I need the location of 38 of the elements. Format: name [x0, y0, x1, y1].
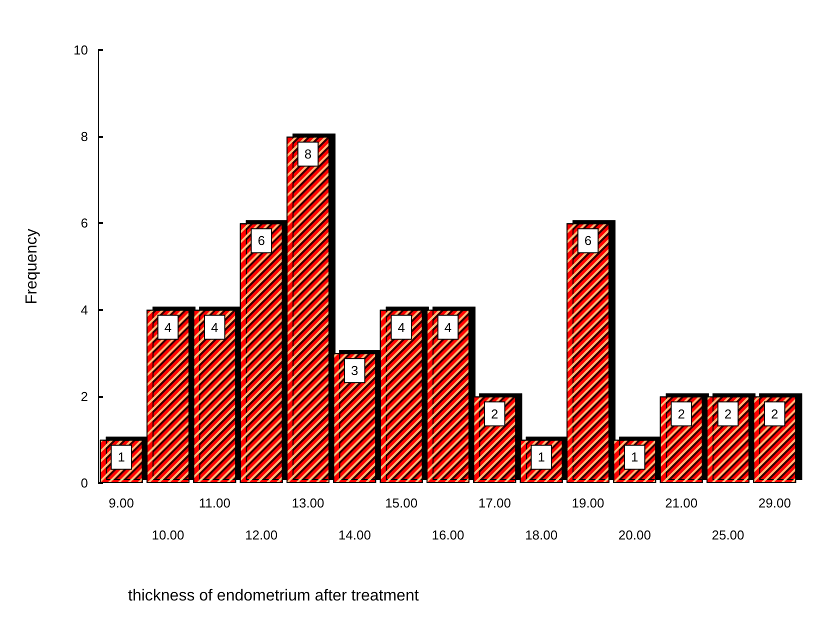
- y-axis-title: Frequency: [24, 228, 40, 304]
- data-label: 1: [631, 450, 638, 465]
- x-tick-label: 25.00: [712, 528, 744, 542]
- x-tick-label: 10.00: [152, 528, 184, 542]
- x-tick-label: 9.00: [108, 496, 134, 510]
- x-tick-label: 16.00: [432, 528, 464, 542]
- y-tick-label: 4: [80, 302, 88, 318]
- x-tick-label: 14.00: [338, 528, 371, 542]
- data-label: 6: [258, 233, 265, 248]
- x-tick-label: 15.00: [385, 496, 418, 510]
- data-label: 4: [398, 320, 405, 335]
- x-tick-label: 20.00: [618, 528, 651, 542]
- data-label: 2: [724, 406, 732, 422]
- x-tick-label: 18.00: [525, 528, 558, 542]
- data-label: 3: [351, 363, 358, 378]
- data-label: 6: [584, 233, 592, 248]
- y-tick-label: 6: [80, 216, 88, 231]
- data-label: 4: [211, 320, 218, 335]
- x-axis-title: thickness of endometrium after treatment: [128, 588, 420, 604]
- data-label: 4: [164, 320, 172, 335]
- x-tick-label: 21.00: [665, 496, 698, 510]
- y-tick-label: 0: [80, 476, 88, 490]
- x-tick-label: 11.00: [198, 496, 230, 510]
- y-tick-label: 10: [74, 42, 88, 58]
- x-tick-label: 12.00: [245, 528, 278, 542]
- x-tick-label: 17.00: [478, 496, 511, 510]
- data-label: 2: [491, 406, 498, 422]
- data-label: 1: [538, 450, 545, 465]
- y-tick-label: 8: [80, 129, 88, 144]
- x-tick-label: 13.00: [292, 496, 324, 510]
- y-tick-label: 2: [80, 388, 88, 404]
- data-label: 2: [771, 406, 778, 422]
- data-label: 8: [304, 146, 312, 162]
- data-label: 2: [678, 406, 685, 422]
- data-label: 4: [444, 320, 452, 335]
- x-tick-label: 19.00: [572, 496, 604, 510]
- x-tick-label: 29.00: [758, 496, 791, 510]
- data-label: 1: [118, 450, 125, 465]
